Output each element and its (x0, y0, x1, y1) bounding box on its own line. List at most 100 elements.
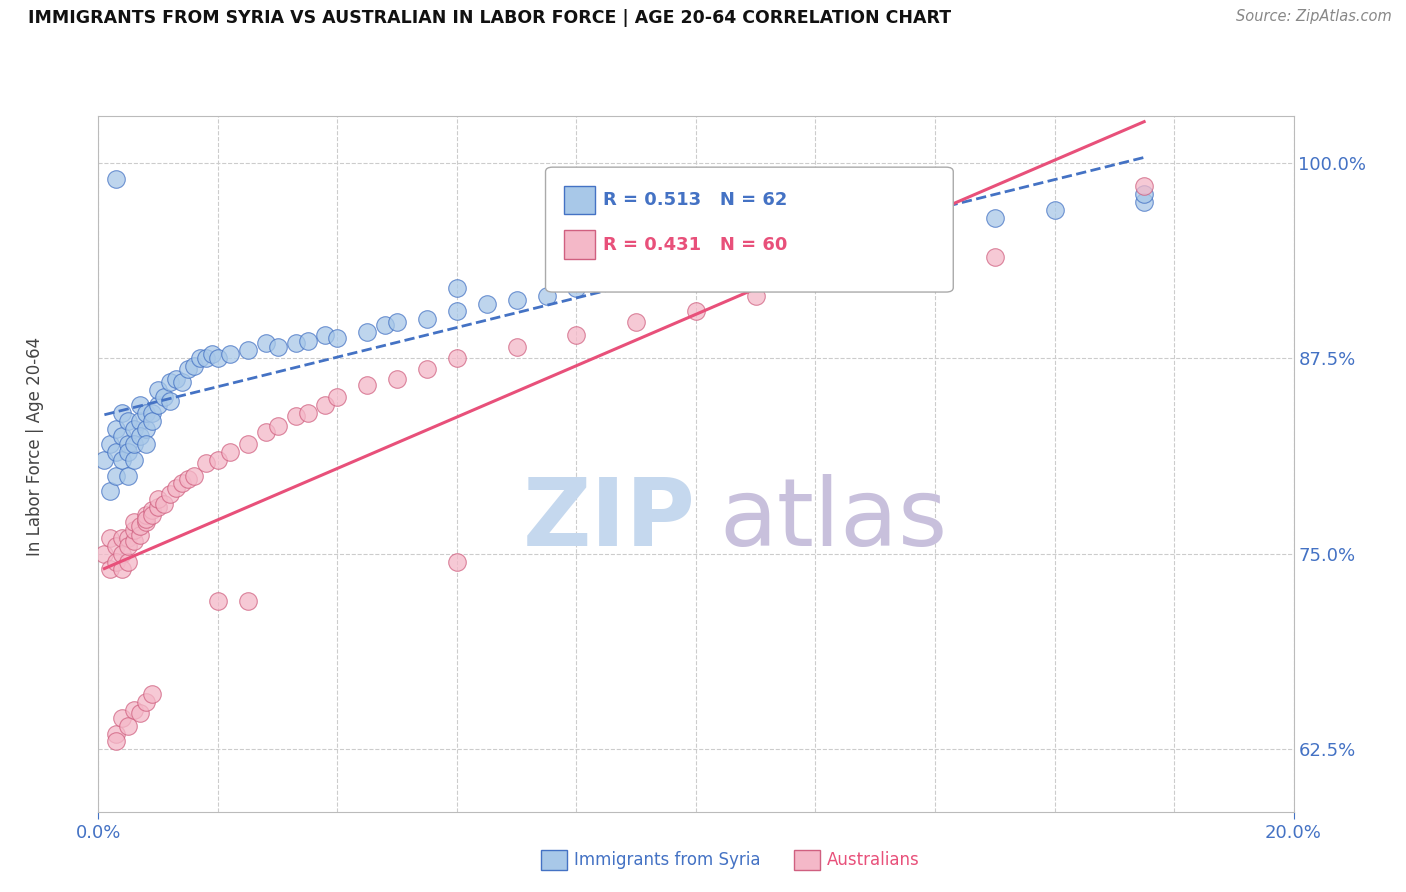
Point (117, 445, 139, 459)
Point (124, 453, 146, 467)
Point (201, 346, 224, 360)
Point (153, 391, 176, 405)
Point (100, 437, 122, 451)
Point (865, 268, 887, 283)
Point (105, 445, 128, 459)
Point (135, 512, 157, 526)
Point (93, 453, 115, 467)
Point (148, 383, 170, 397)
Point (129, 528, 152, 542)
Text: R = 0.431   N = 60: R = 0.431 N = 60 (603, 235, 787, 253)
Point (129, 429, 152, 443)
Point (207, 351, 229, 366)
Point (141, 414, 163, 428)
Point (141, 503, 163, 517)
Point (565, 281, 588, 295)
Point (297, 334, 319, 348)
Point (326, 331, 349, 345)
Point (177, 472, 200, 486)
Text: In Labor Force | Age 20-64: In Labor Force | Age 20-64 (27, 336, 44, 556)
Point (117, 414, 139, 428)
Point (117, 531, 139, 545)
Point (117, 719, 139, 733)
Point (536, 289, 558, 303)
Point (105, 539, 128, 553)
Point (100, 484, 122, 499)
Text: atlas: atlas (720, 474, 948, 566)
Point (129, 706, 152, 721)
Point (135, 695, 157, 709)
Point (135, 516, 157, 530)
Point (105, 422, 128, 436)
Point (148, 491, 170, 506)
Point (626, 265, 648, 279)
Point (595, 273, 617, 287)
Point (685, 304, 707, 318)
Point (385, 371, 409, 385)
Point (385, 315, 409, 329)
Point (1133, 187, 1156, 202)
Point (356, 325, 378, 339)
Point (135, 406, 157, 420)
Point (117, 555, 139, 569)
Point (124, 516, 146, 530)
Point (148, 398, 170, 412)
Text: Australians: Australians (827, 851, 920, 869)
Point (236, 593, 259, 607)
Point (129, 398, 152, 412)
Point (254, 335, 277, 350)
Point (195, 351, 218, 366)
Text: R = 0.513   N = 62: R = 0.513 N = 62 (603, 191, 787, 209)
Point (117, 437, 139, 451)
Point (685, 250, 707, 264)
Point (236, 437, 259, 451)
Point (236, 343, 259, 358)
Point (117, 468, 139, 483)
Point (111, 406, 134, 420)
Point (804, 226, 827, 240)
Point (446, 555, 468, 569)
Point (267, 418, 290, 433)
Point (315, 398, 337, 412)
Point (124, 703, 146, 717)
Point (111, 562, 134, 576)
Point (1133, 194, 1156, 209)
Point (111, 453, 134, 467)
Point (105, 171, 128, 186)
Point (100, 562, 122, 576)
Point (105, 555, 128, 569)
Point (105, 468, 128, 483)
Point (135, 437, 157, 451)
Point (183, 359, 205, 373)
Point (124, 523, 146, 537)
Point (297, 406, 319, 420)
Point (254, 425, 277, 439)
Point (356, 377, 378, 392)
Point (135, 508, 157, 522)
Text: ZIP: ZIP (523, 474, 696, 566)
Point (129, 414, 152, 428)
Point (284, 409, 307, 424)
Point (177, 362, 200, 376)
Point (446, 351, 468, 366)
Point (165, 481, 187, 495)
Point (506, 340, 529, 354)
Point (745, 289, 768, 303)
Point (117, 539, 139, 553)
Text: IMMIGRANTS FROM SYRIA VS AUSTRALIAN IN LABOR FORCE | AGE 20-64 CORRELATION CHART: IMMIGRANTS FROM SYRIA VS AUSTRALIAN IN L… (28, 9, 952, 27)
Point (100, 531, 122, 545)
Point (207, 453, 229, 467)
Point (416, 312, 439, 326)
Point (207, 593, 229, 607)
Text: Source: ZipAtlas.com: Source: ZipAtlas.com (1236, 9, 1392, 24)
Point (172, 476, 194, 491)
Point (141, 688, 163, 702)
Point (626, 315, 648, 329)
Point (111, 531, 134, 545)
Point (326, 391, 349, 405)
Point (284, 335, 307, 350)
Point (506, 293, 529, 308)
Point (153, 497, 176, 511)
Point (111, 711, 134, 725)
Point (105, 726, 128, 740)
